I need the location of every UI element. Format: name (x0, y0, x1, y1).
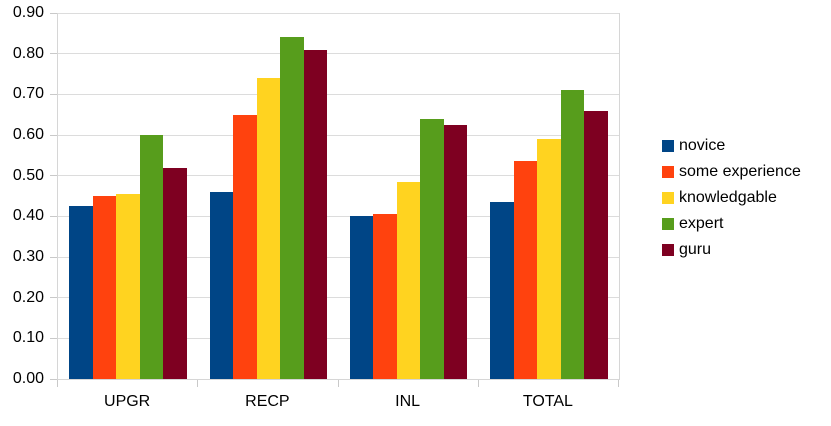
y-axis-label: 0.80 (12, 44, 44, 62)
y-axis-tick (50, 134, 57, 136)
bar-expert-UPGR (139, 135, 164, 379)
plot-area (57, 12, 620, 380)
bar-expert-INL (420, 118, 444, 379)
gridline (58, 175, 619, 177)
y-axis-tick (50, 12, 57, 14)
legend-swatch-icon (662, 244, 674, 256)
legend: novice some experience knowledgable expert g… (662, 138, 801, 258)
bar-knowledgable-TOTAL (537, 139, 561, 379)
bar-some-experience-INL (373, 214, 397, 379)
bar-knowledgable-UPGR (116, 193, 140, 379)
gridline (58, 256, 619, 258)
y-axis-tick (50, 53, 57, 55)
x-axis-label-INL: INL (395, 393, 421, 410)
gridline (58, 337, 619, 339)
bar-guru-RECP (303, 49, 328, 379)
legend-item-novice: novice (662, 138, 801, 154)
legend-label: novice (679, 137, 726, 154)
bar-novice-UPGR (69, 206, 93, 379)
bar-guru-TOTAL (584, 110, 608, 379)
y-axis-label: 0.70 (12, 85, 44, 103)
legend-label: expert (679, 215, 724, 232)
legend-swatch-icon (662, 140, 674, 152)
bar-novice-TOTAL (490, 202, 514, 379)
x-axis-label-RECP: RECP (245, 393, 290, 410)
y-axis-label: 0.90 (12, 4, 44, 21)
x-axis-tick (337, 380, 339, 387)
bar-expert-RECP (280, 37, 304, 379)
legend-swatch-icon (662, 192, 674, 204)
y-axis-label: 0.60 (12, 126, 44, 143)
gridline (58, 53, 619, 55)
gridline (58, 12, 619, 14)
legend-swatch-icon (662, 218, 674, 230)
y-axis-tick (50, 215, 57, 217)
legend-item-expert: expert (662, 216, 801, 232)
bar-knowledgable-RECP (256, 78, 281, 379)
gridline (58, 93, 619, 95)
y-axis-tick (50, 337, 57, 339)
y-axis-label: 0.10 (12, 329, 44, 347)
gridline (58, 297, 619, 299)
legend-item-knowledgable: knowledgable (662, 190, 801, 206)
y-axis-label: 0.30 (12, 248, 44, 265)
gridline (58, 215, 619, 217)
x-axis-tick (477, 380, 479, 387)
y-axis-tick (50, 378, 57, 380)
legend-label: some experience (679, 163, 801, 180)
x-axis-label-TOTAL: TOTAL (522, 393, 573, 410)
y-axis-label: 0.20 (12, 288, 44, 306)
legend-item-guru: guru (662, 242, 801, 258)
y-axis-tick (50, 297, 57, 299)
gridline (58, 134, 619, 136)
legend-swatch-icon (662, 166, 674, 178)
legend-item-some-experience: some experience (662, 164, 801, 180)
bar-guru-INL (443, 124, 468, 379)
bar-some-experience-RECP (233, 114, 257, 379)
x-axis-tick (57, 380, 58, 387)
bar-knowledgable-INL (396, 181, 421, 379)
y-axis-label: 0.00 (12, 370, 44, 387)
bar-some-experience-TOTAL (513, 161, 538, 379)
bar-guru-UPGR (163, 167, 187, 379)
legend-label: knowledgable (679, 189, 777, 206)
y-axis-label: 0.50 (12, 166, 44, 184)
bar-some-experience-UPGR (92, 196, 117, 379)
y-axis-tick (50, 175, 57, 177)
bar-expert-TOTAL (560, 90, 585, 379)
x-axis-tick (197, 380, 199, 387)
y-axis-tick (50, 256, 57, 258)
bar-novice-RECP (209, 191, 234, 379)
y-axis-tick (50, 93, 57, 95)
y-axis-label: 0.40 (12, 207, 44, 225)
legend-label: guru (679, 241, 712, 258)
bar-novice-INL (349, 216, 374, 379)
x-axis-label-UPGR: UPGR (104, 393, 151, 410)
x-axis-tick (618, 380, 619, 387)
